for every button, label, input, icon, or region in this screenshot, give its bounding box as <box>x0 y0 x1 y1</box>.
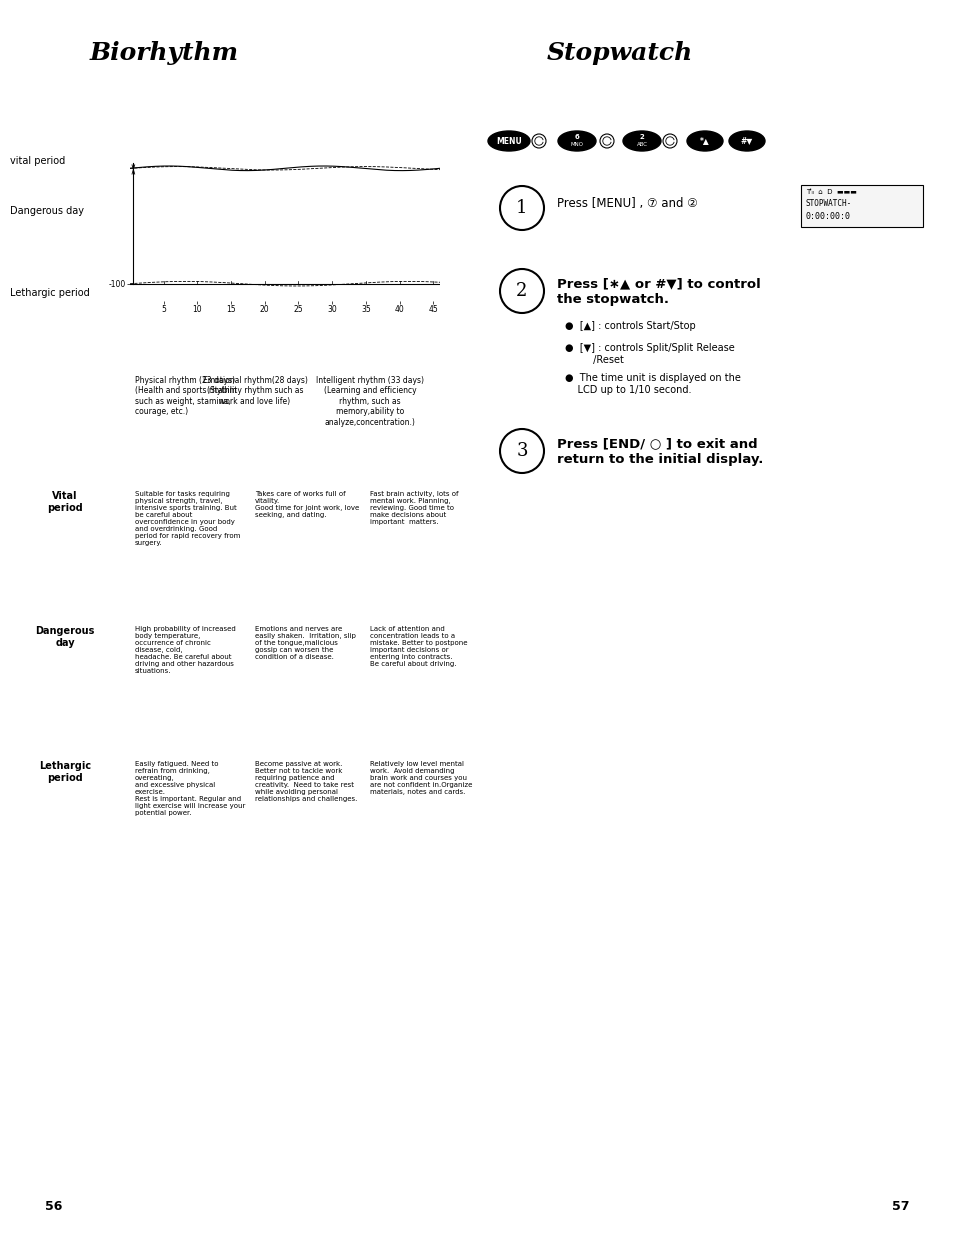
Ellipse shape <box>622 131 660 151</box>
Text: Suitable for tasks requiring
physical strength, travel,
intensive sports trainin: Suitable for tasks requiring physical st… <box>135 490 240 545</box>
Text: Vital
period: Vital period <box>47 490 83 513</box>
Text: the stopwatch.: the stopwatch. <box>557 293 668 306</box>
Text: Tᴵₗₗ  ⌂  D  ▬▬▬: Tᴵₗₗ ⌂ D ▬▬▬ <box>805 189 856 195</box>
Text: *▲: *▲ <box>700 136 709 145</box>
Text: STOPWATCH-: STOPWATCH- <box>805 199 851 208</box>
Text: Relatively low level mental
work.  Avoid demanding
brain work and courses you
ar: Relatively low level mental work. Avoid … <box>370 761 472 794</box>
Text: Lethargic period: Lethargic period <box>10 288 90 298</box>
Text: High probability of increased
body temperature,
occurrence of chronic
disease, c: High probability of increased body tempe… <box>135 626 235 674</box>
Text: ●  The time unit is displayed on the
    LCD up to 1/10 second.: ● The time unit is displayed on the LCD … <box>564 373 740 394</box>
Text: MENU: MENU <box>496 136 521 145</box>
Text: Takes care of works full of
vitality.
Good time for joint work, love
seeking, an: Takes care of works full of vitality. Go… <box>254 490 359 518</box>
Text: Press [END/ ○ ] to exit and: Press [END/ ○ ] to exit and <box>557 437 757 450</box>
Text: 2: 2 <box>516 281 527 300</box>
Text: ●  [▲] : controls Start/Stop: ● [▲] : controls Start/Stop <box>564 322 695 332</box>
Ellipse shape <box>488 131 530 151</box>
Text: Become passive at work.
Better not to tackle work
requiring patience and
creativ: Become passive at work. Better not to ta… <box>254 761 357 802</box>
Text: 1: 1 <box>516 199 527 216</box>
Text: Lethargic
period: Lethargic period <box>39 761 91 783</box>
Text: Biorhythm: Biorhythm <box>90 41 239 65</box>
Text: Dangerous day: Dangerous day <box>10 206 84 216</box>
Text: 6: 6 <box>574 134 578 140</box>
Text: vital period: vital period <box>10 156 65 166</box>
Text: return to the initial display.: return to the initial display. <box>557 453 762 467</box>
Text: Physical rhythm (23 days)
(Health and sports rhythm
such as weight, stamina,
cou: Physical rhythm (23 days) (Health and sp… <box>135 377 236 417</box>
Text: 0:00:00:0: 0:00:00:0 <box>805 211 850 221</box>
Text: ●  [▼] : controls Split/Split Release
         /Reset: ● [▼] : controls Split/Split Release /Re… <box>564 343 734 364</box>
Text: Stopwatch: Stopwatch <box>546 41 693 65</box>
Text: Emotional rhythm(28 days)
(Stability rhythm such as
work and love life): Emotional rhythm(28 days) (Stability rhy… <box>202 377 307 405</box>
Text: Intelligent rhythm (33 days)
(Learning and efficiency
rhythm, such as
memory,abi: Intelligent rhythm (33 days) (Learning a… <box>315 377 423 427</box>
Text: 57: 57 <box>891 1200 908 1213</box>
Text: Lack of attention and
concentration leads to a
mistake. Better to postpone
impor: Lack of attention and concentration lead… <box>370 626 467 667</box>
Text: Fast brain activity, lots of
mental work. Planning,
reviewing. Good time to
make: Fast brain activity, lots of mental work… <box>370 490 458 525</box>
Text: MNO: MNO <box>570 143 583 148</box>
Text: Emotions and nerves are
easily shaken.  Irritation, slip
of the tongue,malicious: Emotions and nerves are easily shaken. I… <box>254 626 355 661</box>
Text: #▼: #▼ <box>740 136 752 145</box>
Text: Press [∗▲ or #▼] to control: Press [∗▲ or #▼] to control <box>557 276 760 290</box>
Ellipse shape <box>686 131 722 151</box>
FancyBboxPatch shape <box>801 185 923 226</box>
Text: 56: 56 <box>45 1200 62 1213</box>
Text: Press [MENU] , ⑦ and ②: Press [MENU] , ⑦ and ② <box>557 196 697 209</box>
Text: 3: 3 <box>516 442 527 460</box>
Ellipse shape <box>558 131 596 151</box>
Text: Dangerous
day: Dangerous day <box>35 626 94 648</box>
Text: Easily fatigued. Need to
refrain from drinking,
overeating,
and excessive physic: Easily fatigued. Need to refrain from dr… <box>135 761 245 816</box>
Ellipse shape <box>728 131 764 151</box>
Text: 2: 2 <box>639 134 643 140</box>
Text: ABC: ABC <box>636 143 647 148</box>
